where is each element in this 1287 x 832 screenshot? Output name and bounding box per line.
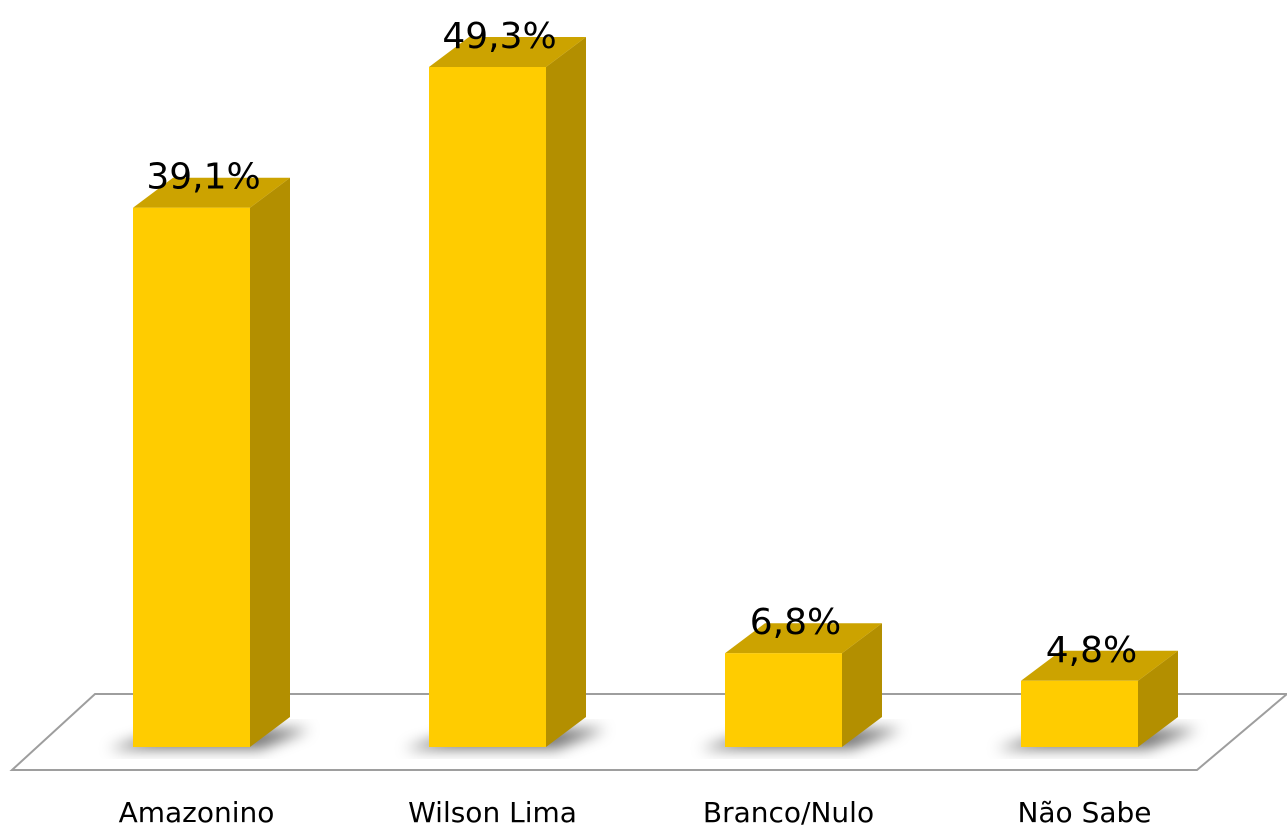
bar-side (842, 623, 882, 747)
bar-top (725, 623, 882, 654)
bar-1 (108, 177, 310, 749)
bar-top (429, 37, 586, 67)
category-label: Amazonino (119, 796, 275, 829)
value-label: 49,3% (442, 16, 556, 57)
category-label: Branco/Nulo (703, 796, 874, 829)
chart-floor (9, 693, 1287, 771)
bar-front (725, 653, 842, 747)
bar-top (133, 177, 290, 208)
bar-front (429, 67, 546, 747)
bar-front (1021, 680, 1138, 747)
bar-4 (996, 650, 1198, 749)
value-label: 4,8% (1046, 630, 1137, 671)
bar-side (250, 177, 290, 748)
bar-side (546, 37, 586, 747)
value-label: 39,1% (146, 157, 260, 198)
bars-group (108, 37, 1198, 749)
bar-3 (700, 623, 902, 749)
category-label: Wilson Lima (408, 796, 577, 829)
bar-side (1138, 650, 1178, 747)
category-label: Não Sabe (1017, 796, 1151, 829)
value-label: 6,8% (750, 602, 841, 643)
bar-front (133, 207, 250, 748)
labels-group: 39,1% Amazonino 49,3% Wilson Lima 6,8% Branco… (119, 16, 1152, 829)
bar-top (1021, 650, 1178, 681)
bar-2 (404, 37, 606, 749)
